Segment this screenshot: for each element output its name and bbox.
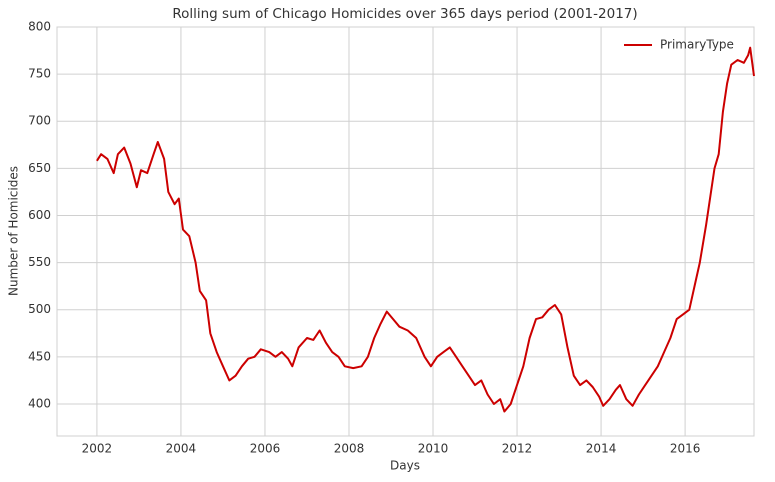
y-tick-label: 750 (28, 67, 51, 81)
y-tick-label: 400 (28, 396, 51, 410)
line (96, 46, 755, 413)
plot-frame (56, 26, 755, 437)
x-tick-label: 2008 (334, 442, 365, 456)
x-axis-label: Days (390, 459, 420, 473)
x-tick-label: 2006 (250, 442, 281, 456)
x-tick-label: 2002 (82, 442, 113, 456)
y-tick-label: 550 (28, 255, 51, 269)
y-axis-label: Number of Homicides (7, 166, 21, 296)
y-tick-label: 600 (28, 208, 51, 222)
y-tick-label: 450 (28, 349, 51, 363)
x-tick-label: 2010 (418, 442, 449, 456)
y-tick-label: 700 (28, 114, 51, 128)
y-tick-label: 500 (28, 302, 51, 316)
x-tick-label: 2012 (502, 442, 533, 456)
y-tick-label: 650 (28, 161, 51, 175)
legend-label: PrimaryType (660, 38, 734, 52)
y-tick-label: 800 (28, 20, 51, 34)
chart-title: Rolling sum of Chicago Homicides over 36… (172, 6, 637, 22)
x-tick-label: 2016 (670, 442, 701, 456)
x-tick-label: 2004 (166, 442, 197, 456)
x-tick-label: 2014 (586, 442, 617, 456)
